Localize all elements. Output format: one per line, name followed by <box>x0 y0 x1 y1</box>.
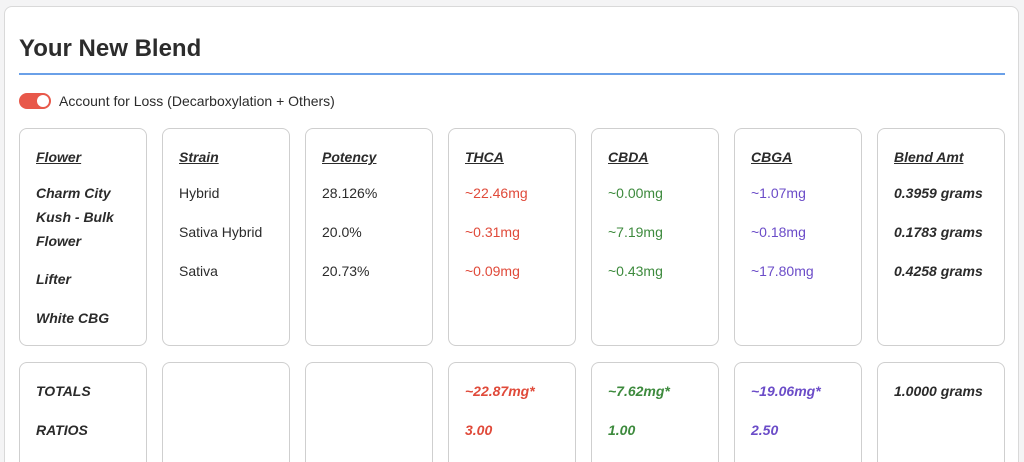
loss-toggle-switch[interactable] <box>19 93 51 109</box>
cbda-column-card: CBDA ~0.00mg ~7.19mg ~0.43mg <box>591 128 719 346</box>
cbga-cell: ~1.07mg <box>751 185 806 201</box>
strain-cell: Sativa <box>179 263 218 279</box>
thca-cell: ~22.46mg <box>465 185 528 201</box>
flower-column-header: Flower <box>36 149 82 165</box>
cbga-total: ~19.06mg* <box>751 383 821 399</box>
toggle-knob <box>37 95 49 107</box>
cbda-column-header: CBDA <box>608 149 649 165</box>
loss-toggle-label: Account for Loss (Decarboxylation + Othe… <box>59 93 335 109</box>
strain-column-card: Strain Hybrid Sativa Hybrid Sativa <box>162 128 290 346</box>
ratios-label: RATIOS <box>36 422 88 438</box>
cbga-column-header: CBGA <box>751 149 793 165</box>
cbga-column-card: CBGA ~1.07mg ~0.18mg ~17.80mg <box>734 128 862 346</box>
potency-column-card: Potency 28.126% 20.0% 20.73% <box>305 128 433 346</box>
thca-total: ~22.87mg* <box>465 383 535 399</box>
title-divider <box>19 73 1005 75</box>
loss-toggle-row: Account for Loss (Decarboxylation + Othe… <box>19 93 335 109</box>
totals-thca-card: ~22.87mg* 3.00 <box>448 362 576 462</box>
strain-cell: Hybrid <box>179 185 220 201</box>
blend-amt-cell: 0.1783 grams <box>894 224 983 240</box>
blend-amt-cell: 0.4258 grams <box>894 263 983 279</box>
flower-column-card: Flower Charm City Kush - Bulk Flower Lif… <box>19 128 147 346</box>
flower-cell: White CBG <box>36 310 110 326</box>
cbda-total: ~7.62mg* <box>608 383 670 399</box>
cbda-cell: ~0.43mg <box>608 263 663 279</box>
thca-ratio: 3.00 <box>465 422 493 438</box>
blend-panel: Your New Blend Account for Loss (Decarbo… <box>4 6 1019 462</box>
cbda-cell: ~7.19mg <box>608 224 663 240</box>
cbga-ratio: 2.50 <box>751 422 779 438</box>
cbga-cell: ~0.18mg <box>751 224 806 240</box>
cbda-cell: ~0.00mg <box>608 185 663 201</box>
cbda-ratio: 1.00 <box>608 422 636 438</box>
totals-cbda-card: ~7.62mg* 1.00 <box>591 362 719 462</box>
potency-cell: 20.0% <box>322 224 362 240</box>
thca-cell: ~0.09mg <box>465 263 520 279</box>
blend-amt-column-card: Blend Amt 0.3959 grams 0.1783 grams 0.42… <box>877 128 1005 346</box>
potency-cell: 28.126% <box>322 185 378 201</box>
totals-blend-amt-card: 1.0000 grams <box>877 362 1005 462</box>
totals-strain-card <box>162 362 290 462</box>
totals-label-card: TOTALS RATIOS <box>19 362 147 462</box>
thca-cell: ~0.31mg <box>465 224 520 240</box>
thca-column-header: THCA <box>465 149 504 165</box>
blend-amt-cell: 0.3959 grams <box>894 185 983 201</box>
flower-cell: Charm City Kush - Bulk Flower <box>36 185 114 249</box>
potency-cell: 20.73% <box>322 263 370 279</box>
thca-column-card: THCA ~22.46mg ~0.31mg ~0.09mg <box>448 128 576 346</box>
page-title: Your New Blend <box>19 35 202 62</box>
totals-potency-card <box>305 362 433 462</box>
cbga-cell: ~17.80mg <box>751 263 814 279</box>
blend-amt-column-header: Blend Amt <box>894 149 964 165</box>
totals-label: TOTALS <box>36 383 91 399</box>
strain-column-header: Strain <box>179 149 219 165</box>
flower-cell: Lifter <box>36 271 71 287</box>
totals-cbga-card: ~19.06mg* 2.50 <box>734 362 862 462</box>
potency-column-header: Potency <box>322 149 377 165</box>
strain-cell: Sativa Hybrid <box>179 224 263 240</box>
blend-amt-total: 1.0000 grams <box>894 383 983 399</box>
